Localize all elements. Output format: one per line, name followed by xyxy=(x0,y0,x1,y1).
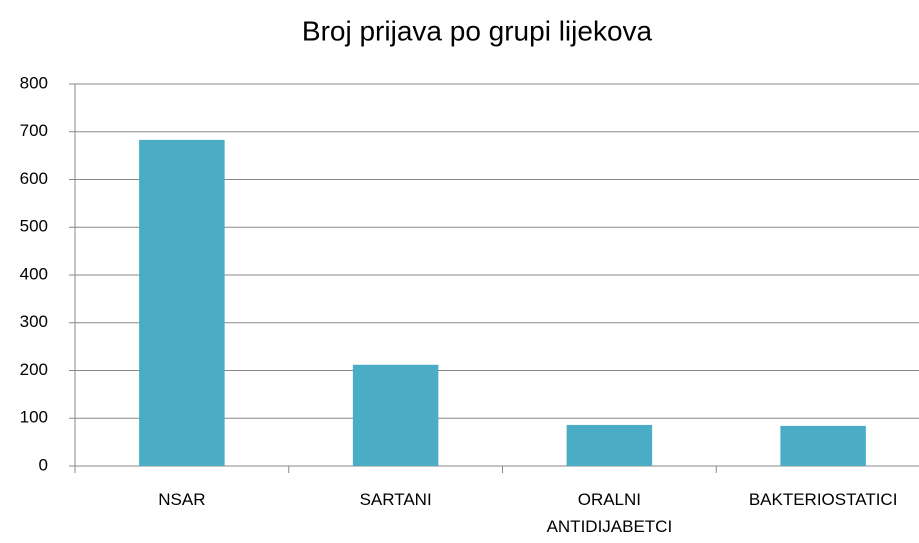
y-tick-label: 800 xyxy=(20,73,48,92)
x-tick-label: SARTANI xyxy=(359,490,432,509)
y-tick-label: 200 xyxy=(20,360,48,379)
y-tick-label: 400 xyxy=(20,264,48,283)
x-tick-label: NSAR xyxy=(158,490,206,509)
y-tick-label: 700 xyxy=(20,121,48,140)
bar xyxy=(139,139,225,466)
y-tick-label: 0 xyxy=(39,455,48,474)
bar xyxy=(780,425,866,466)
y-tick-label: 300 xyxy=(20,312,48,331)
y-tick-label: 100 xyxy=(20,408,48,427)
bar xyxy=(566,424,653,466)
x-tick-label: BAKTERIOSTATICI xyxy=(748,490,898,509)
y-tick-label: 600 xyxy=(20,169,48,188)
chart-title: Broj prijava po grupi lijekova xyxy=(302,15,653,46)
x-tick-label: ORALNI ANTIDIJABETCI xyxy=(546,490,673,536)
y-tick-label: 500 xyxy=(20,217,48,236)
bar xyxy=(352,364,439,466)
